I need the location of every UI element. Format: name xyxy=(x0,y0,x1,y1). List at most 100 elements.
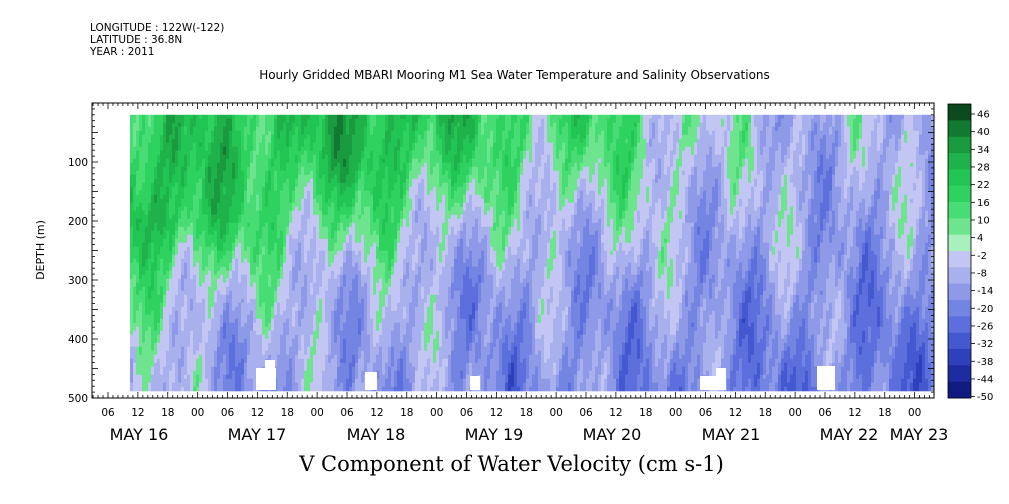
heatmap-cell xyxy=(610,115,614,120)
heatmap-cell xyxy=(829,147,833,152)
heatmap-cell xyxy=(313,131,317,136)
heatmap-cell xyxy=(658,139,662,144)
heatmap-cell xyxy=(802,135,806,140)
heatmap-cell xyxy=(136,163,140,168)
heatmap-cell xyxy=(700,131,704,136)
heatmap-cell xyxy=(502,123,506,128)
heatmap-cell xyxy=(295,135,299,140)
heatmap-cell xyxy=(865,139,869,144)
heatmap-cell xyxy=(301,167,305,172)
heatmap-cell xyxy=(487,179,491,184)
heatmap-cell xyxy=(775,127,779,132)
heatmap-cell xyxy=(490,175,494,180)
heatmap-cell xyxy=(499,155,503,160)
heatmap-cell xyxy=(535,179,539,184)
heatmap-cell xyxy=(625,131,629,136)
heatmap-cell xyxy=(157,115,161,120)
heatmap-cell xyxy=(493,135,497,140)
heatmap-cell xyxy=(640,163,644,168)
heatmap-cell xyxy=(220,139,224,144)
heatmap-cell xyxy=(346,127,350,132)
heatmap-cell xyxy=(532,127,536,132)
heatmap-cell xyxy=(472,175,476,180)
heatmap-cell xyxy=(769,163,773,168)
heatmap-cell xyxy=(175,135,179,140)
heatmap-cell xyxy=(298,155,302,160)
heatmap-cell xyxy=(769,151,773,156)
heatmap-cell xyxy=(856,127,860,132)
heatmap-cell xyxy=(307,163,311,168)
heatmap-cell xyxy=(610,131,614,136)
heatmap-cell xyxy=(913,147,917,152)
heatmap-cell xyxy=(751,131,755,136)
heatmap-cell xyxy=(907,131,911,136)
heatmap-cell xyxy=(508,127,512,132)
heatmap-cell xyxy=(583,123,587,128)
heatmap-cell xyxy=(337,167,341,172)
heatmap-cell xyxy=(265,175,269,180)
heatmap-cell xyxy=(574,187,578,192)
heatmap-cell xyxy=(364,115,368,120)
heatmap-cell xyxy=(283,119,287,124)
heatmap-cell xyxy=(709,127,713,132)
heatmap-cell xyxy=(880,147,884,152)
heatmap-cell xyxy=(238,135,242,140)
heatmap-cell xyxy=(517,123,521,128)
heatmap-cell xyxy=(751,119,755,124)
heatmap-cell xyxy=(583,119,587,124)
heatmap-cell xyxy=(559,135,563,140)
heatmap-cell xyxy=(244,179,248,184)
heatmap-cell xyxy=(247,171,251,176)
heatmap-cell xyxy=(481,131,485,136)
heatmap-cell xyxy=(211,163,215,168)
heatmap-cell xyxy=(799,119,803,124)
heatmap-cell xyxy=(241,119,245,124)
heatmap-cell xyxy=(241,127,245,132)
heatmap-cell xyxy=(463,127,467,132)
heatmap-cell xyxy=(712,143,716,148)
heatmap-cell xyxy=(511,131,515,136)
heatmap-cell xyxy=(790,155,794,160)
heatmap-cell xyxy=(256,159,260,164)
heatmap-cell xyxy=(451,147,455,152)
heatmap-cell xyxy=(751,159,755,164)
heatmap-cell xyxy=(601,171,605,176)
heatmap-cell xyxy=(673,163,677,168)
heatmap-cell xyxy=(724,179,728,184)
heatmap-cell xyxy=(772,147,776,152)
heatmap-cell xyxy=(253,127,257,132)
heatmap-cell xyxy=(232,147,236,152)
heatmap-cell xyxy=(463,139,467,144)
heatmap-cell xyxy=(811,163,815,168)
heatmap-cell xyxy=(508,163,512,168)
heatmap-cell xyxy=(685,115,689,120)
heatmap-cell xyxy=(754,183,758,188)
heatmap-cell xyxy=(430,139,434,144)
heatmap-cell xyxy=(229,135,233,140)
heatmap-cell xyxy=(724,155,728,160)
heatmap-cell xyxy=(868,151,872,156)
heatmap-cell xyxy=(217,147,221,152)
heatmap-cell xyxy=(868,119,872,124)
heatmap-cell xyxy=(817,171,821,176)
heatmap-cell xyxy=(790,131,794,136)
heatmap-cell xyxy=(433,171,437,176)
heatmap-cell xyxy=(631,151,635,156)
heatmap-cell xyxy=(328,143,332,148)
heatmap-cell xyxy=(808,179,812,184)
heatmap-cell xyxy=(604,143,608,148)
heatmap-cell xyxy=(838,143,842,148)
heatmap-cell xyxy=(190,187,194,192)
heatmap-cell xyxy=(790,183,794,188)
heatmap-cell xyxy=(382,143,386,148)
heatmap-cell xyxy=(700,155,704,160)
heatmap-cell xyxy=(142,179,146,184)
heatmap-cell xyxy=(463,143,467,148)
heatmap-cell xyxy=(877,179,881,184)
heatmap-cell xyxy=(232,123,236,128)
heatmap-cell xyxy=(217,131,221,136)
heatmap-cell xyxy=(277,119,281,124)
heatmap-cell xyxy=(691,139,695,144)
heatmap-cell xyxy=(304,167,308,172)
heatmap-cell xyxy=(469,155,473,160)
